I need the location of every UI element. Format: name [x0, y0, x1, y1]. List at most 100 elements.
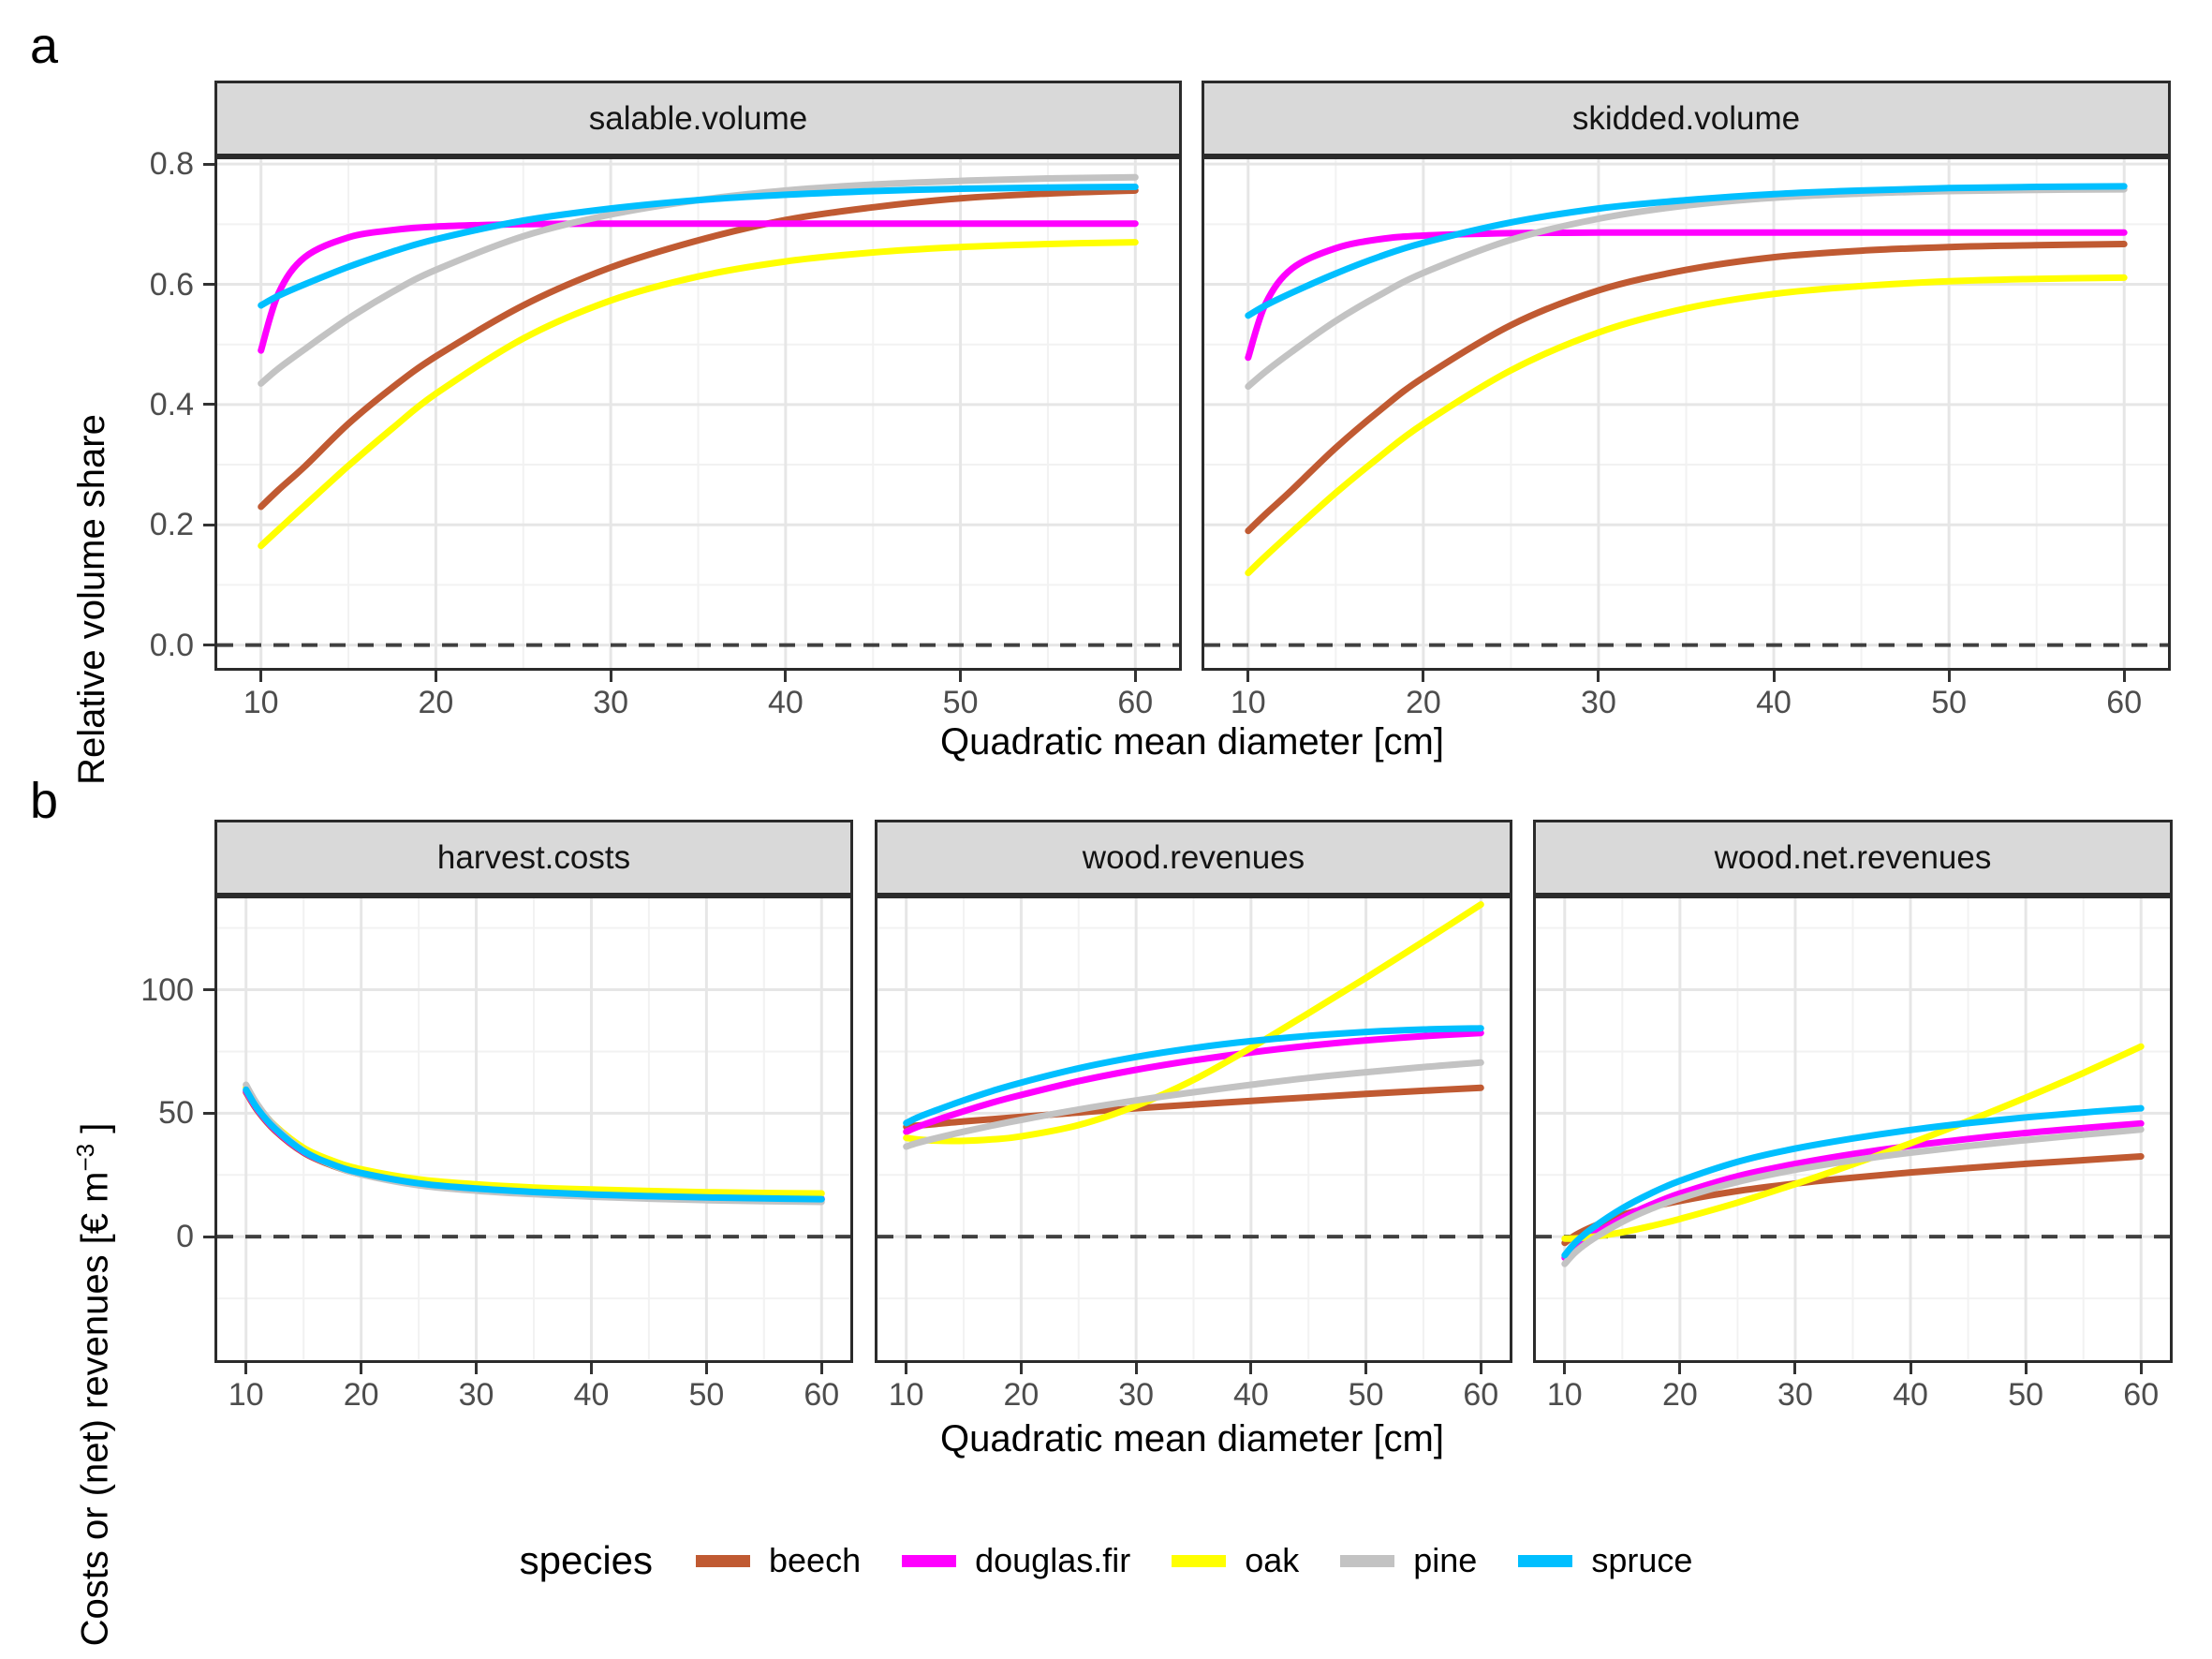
- legend-item-douglas.fir: douglas.fir: [902, 1541, 1130, 1580]
- panel-b-label: b: [30, 773, 59, 829]
- y-tick-label: 0.0: [149, 627, 194, 663]
- y-tick-mark: [203, 162, 214, 166]
- x-tick-label: 40: [1893, 1377, 1928, 1413]
- y-tick-mark: [203, 988, 214, 992]
- legend-label: beech: [769, 1541, 862, 1579]
- x-tick-mark: [1909, 1363, 1912, 1374]
- facet-panel-wood.net.revenues: [1533, 896, 2173, 1363]
- y-tick-mark: [203, 644, 214, 647]
- y-tick-label: 0.4: [149, 386, 194, 422]
- line-wood.revenues-beech: [903, 1084, 1484, 1131]
- x-tick-mark: [1678, 1363, 1682, 1374]
- legend-swatch-pine: [1340, 1554, 1395, 1567]
- x-tick-label: 10: [1230, 685, 1266, 720]
- legend-item-oak: oak: [1172, 1541, 1299, 1580]
- legend-label: oak: [1245, 1541, 1300, 1579]
- legend-swatch-oak: [1172, 1554, 1227, 1567]
- facet-strip-skidded.volume: skidded.volume: [1202, 81, 2171, 156]
- legend-title: species: [519, 1538, 654, 1582]
- x-tick-mark: [434, 671, 437, 682]
- facet-plot-harvest.costs: [217, 898, 850, 1360]
- y-tick-mark: [203, 1111, 214, 1115]
- legend-item-pine: pine: [1340, 1541, 1477, 1580]
- x-tick-label: 60: [1463, 1377, 1499, 1413]
- facet-strip-label: wood.revenues: [1082, 838, 1305, 876]
- x-tick-label: 50: [688, 1377, 725, 1413]
- x-tick-mark: [1246, 671, 1250, 682]
- x-tick-mark: [1249, 1363, 1253, 1374]
- x-tick-label: 30: [1118, 1377, 1155, 1413]
- line-salable.volume-spruce: [258, 184, 1139, 309]
- x-tick-label: 50: [2008, 1377, 2044, 1413]
- x-tick-label: 60: [2106, 685, 2143, 720]
- x-tick-mark: [1793, 1363, 1797, 1374]
- line-wood.revenues-pine: [903, 1059, 1484, 1150]
- x-tick-mark: [905, 1363, 908, 1374]
- species-legend: species beech douglas.fir oak pine spruce: [0, 1538, 2212, 1583]
- x-tick-label: 30: [1581, 685, 1616, 720]
- panel-b-x-axis-title: Quadratic mean diameter [cm]: [940, 1418, 1444, 1459]
- x-tick-label: 60: [804, 1377, 840, 1413]
- legend-label: spruce: [1591, 1541, 1693, 1579]
- x-tick-label: 30: [1777, 1377, 1813, 1413]
- x-tick-mark: [475, 1363, 479, 1374]
- x-tick-label: 50: [1931, 685, 1968, 720]
- line-wood.revenues-douglas.fir: [903, 1029, 1484, 1135]
- y-tick-mark: [203, 1235, 214, 1238]
- x-tick-mark: [784, 671, 788, 682]
- panel-a-y-axis-title: Relative volume share: [71, 414, 112, 785]
- panel-a-label: a: [30, 18, 59, 74]
- y-tick-label: 50: [158, 1095, 194, 1132]
- panel-a-x-axis-title: Quadratic mean diameter [cm]: [940, 721, 1444, 763]
- x-tick-label: 30: [458, 1377, 494, 1413]
- x-tick-mark: [1019, 1363, 1023, 1374]
- legend-swatch-douglas.fir: [902, 1554, 957, 1567]
- x-tick-mark: [589, 1363, 593, 1374]
- x-tick-mark: [1947, 671, 1951, 682]
- x-tick-mark: [1133, 671, 1137, 682]
- exponent: −3: [71, 1143, 99, 1172]
- line-wood.revenues-oak: [903, 901, 1484, 1145]
- x-tick-label: 10: [1546, 1377, 1583, 1413]
- legend-swatch-beech: [696, 1554, 751, 1567]
- line-salable.volume-beech: [258, 186, 1139, 511]
- facet-panel-salable.volume: [214, 156, 1182, 671]
- x-tick-label: 20: [1661, 1377, 1698, 1413]
- y-tick-label: 0: [176, 1219, 194, 1255]
- y-tick-mark: [203, 523, 214, 526]
- legend-item-spruce: spruce: [1518, 1541, 1692, 1580]
- line-skidded.volume-douglas.fir: [1245, 229, 2128, 362]
- facet-strip-wood.net.revenues: wood.net.revenues: [1533, 820, 2173, 896]
- x-tick-mark: [2122, 671, 2126, 682]
- line-wood.net.revenues-spruce: [1561, 1104, 2145, 1259]
- line-skidded.volume-oak: [1245, 274, 2128, 577]
- facet-strip-salable.volume: salable.volume: [214, 81, 1182, 156]
- legend-label: douglas.fir: [975, 1541, 1131, 1579]
- x-tick-label: 20: [418, 685, 454, 720]
- y-tick-label: 0.6: [149, 266, 194, 303]
- x-tick-label: 10: [888, 1377, 924, 1413]
- x-tick-label: 40: [1756, 685, 1792, 720]
- x-tick-label: 30: [593, 685, 629, 720]
- x-tick-label: 40: [1232, 1377, 1269, 1413]
- facet-strip-label: salable.volume: [588, 99, 808, 137]
- y-tick-label: 0.8: [149, 146, 194, 183]
- x-tick-label: 20: [1003, 1377, 1040, 1413]
- x-tick-mark: [360, 1363, 363, 1374]
- x-tick-mark: [1563, 1363, 1567, 1374]
- facet-panel-skidded.volume: [1202, 156, 2171, 671]
- x-tick-mark: [1597, 671, 1600, 682]
- line-salable.volume-pine: [258, 173, 1139, 387]
- x-tick-mark: [2139, 1363, 2143, 1374]
- x-tick-mark: [1772, 671, 1776, 682]
- x-tick-label: 40: [767, 685, 804, 720]
- facet-strip-label: skidded.volume: [1571, 99, 1801, 137]
- y-tick-mark: [203, 283, 214, 286]
- facet-strip-harvest.costs: harvest.costs: [214, 820, 853, 896]
- x-tick-label: 50: [1348, 1377, 1384, 1413]
- x-tick-label: 20: [1405, 685, 1441, 720]
- legend-items: beech douglas.fir oak pine spruce: [696, 1541, 1692, 1580]
- line-harvest.costs-spruce: [243, 1086, 825, 1203]
- x-tick-label: 60: [2123, 1377, 2160, 1413]
